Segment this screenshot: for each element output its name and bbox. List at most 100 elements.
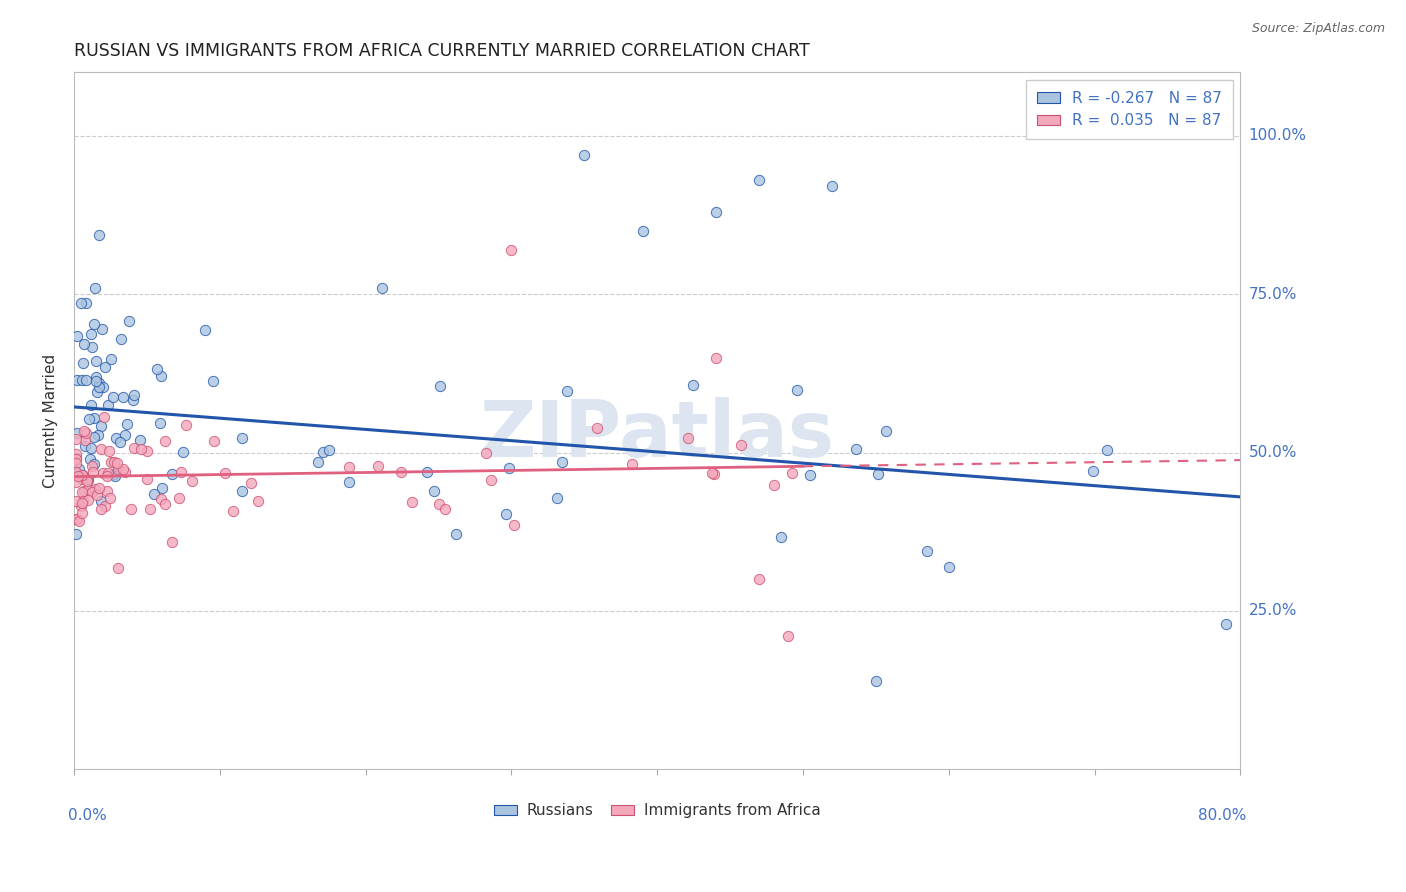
Point <box>75 426 97 441</box>
Point <box>79 452 101 467</box>
Point <box>401 495 423 509</box>
Legend: Russians, Immigrants from Africa: Russians, Immigrants from Africa <box>488 797 827 824</box>
Point <box>97 443 120 458</box>
Point <box>730 438 752 452</box>
Point <box>84 374 107 388</box>
Point <box>501 243 523 257</box>
Point <box>239 475 262 490</box>
Point <box>799 467 821 482</box>
Point <box>66 373 89 387</box>
Point <box>72 424 94 438</box>
Point <box>153 434 176 449</box>
Point <box>475 445 498 459</box>
Point <box>72 484 94 499</box>
Point <box>93 410 115 425</box>
Point <box>231 431 253 445</box>
Point <box>100 351 122 366</box>
Point <box>481 473 503 487</box>
Point <box>149 491 172 506</box>
Point <box>72 336 94 351</box>
Point <box>107 560 129 574</box>
Point <box>65 425 87 440</box>
Point <box>97 466 120 480</box>
Point <box>94 499 117 513</box>
Point <box>371 281 394 295</box>
Point <box>124 442 146 456</box>
Point <box>75 439 97 453</box>
Point <box>551 455 574 469</box>
Point <box>704 351 727 365</box>
Point <box>80 459 103 474</box>
Point <box>65 527 87 541</box>
Point <box>72 496 94 510</box>
Point <box>231 483 253 498</box>
Point <box>82 465 104 479</box>
Point <box>103 467 125 482</box>
Point <box>94 360 117 375</box>
Point <box>96 398 118 412</box>
Point <box>84 280 107 294</box>
Point <box>65 466 87 480</box>
Point <box>503 517 526 532</box>
Point <box>222 503 245 517</box>
Text: Source: ZipAtlas.com: Source: ZipAtlas.com <box>1251 22 1385 36</box>
Point <box>80 442 103 456</box>
Text: 0.0%: 0.0% <box>69 807 107 822</box>
Point <box>83 457 105 471</box>
Point <box>90 501 112 516</box>
Point <box>72 493 94 508</box>
Point <box>748 173 770 187</box>
Point <box>70 296 93 310</box>
Point <box>96 468 118 483</box>
Point <box>104 469 127 483</box>
Point <box>80 326 103 341</box>
Point <box>65 452 87 467</box>
Point <box>111 461 134 475</box>
Point <box>429 379 451 393</box>
Point <box>172 444 194 458</box>
Point <box>72 373 94 387</box>
Point <box>86 385 108 400</box>
Point <box>75 373 97 387</box>
Point <box>114 427 136 442</box>
Point <box>65 432 87 446</box>
Point <box>67 514 90 528</box>
Point <box>142 487 165 501</box>
Point <box>103 455 125 469</box>
Point <box>868 467 890 482</box>
Point <box>136 444 159 458</box>
Point <box>79 412 101 426</box>
Point <box>631 224 654 238</box>
Point <box>87 481 110 495</box>
Point <box>65 451 87 466</box>
Point <box>498 460 520 475</box>
Point <box>67 468 90 483</box>
Point <box>865 673 887 688</box>
Point <box>70 499 93 513</box>
Point <box>546 491 568 505</box>
Point <box>150 368 173 383</box>
Point <box>80 398 103 412</box>
Point <box>170 465 193 479</box>
Point <box>110 332 132 346</box>
Point <box>786 384 808 398</box>
Point <box>87 428 110 442</box>
Text: 100.0%: 100.0% <box>1249 128 1306 144</box>
Point <box>149 416 172 430</box>
Point <box>107 462 129 476</box>
Point <box>105 456 128 470</box>
Point <box>72 356 94 370</box>
Point <box>129 442 152 457</box>
Point <box>574 148 596 162</box>
Point <box>938 559 960 574</box>
Point <box>76 474 98 488</box>
Point <box>117 417 139 432</box>
Point <box>83 411 105 425</box>
Point <box>83 482 105 496</box>
Point <box>181 475 204 489</box>
Point <box>122 392 145 407</box>
Point <box>73 483 96 498</box>
Text: ZIPatlas: ZIPatlas <box>479 397 835 473</box>
Point <box>167 491 190 505</box>
Point <box>65 512 87 526</box>
